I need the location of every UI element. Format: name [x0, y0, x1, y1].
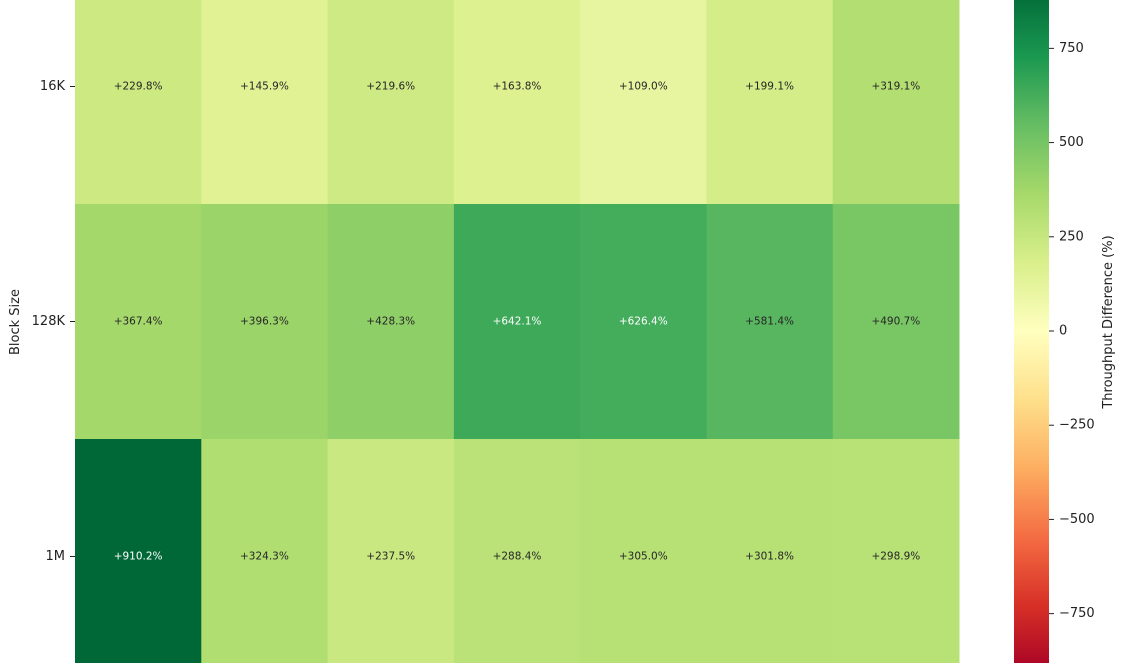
- heatmap-cell: [706, 0, 834, 205]
- cell-label: +229.8%: [114, 81, 163, 93]
- heatmap-cell: [327, 204, 455, 440]
- heatmap-cell: [75, 439, 202, 663]
- colorbar-ticks: 750 500 250 0 −250 −500 −750: [1049, 41, 1095, 621]
- colorbar-tick-label: 500: [1059, 135, 1084, 150]
- colorbar-tick-label: 750: [1059, 41, 1084, 56]
- cell-label: +145.9%: [240, 81, 289, 93]
- cell-label: +324.3%: [240, 551, 289, 563]
- cell-label: +396.3%: [240, 316, 289, 328]
- heatmap-cells: +229.8% +145.9% +219.6% +163.8% +109.0% +199.…: [75, 0, 960, 663]
- row-ticks: 16K 128K 1M: [32, 79, 75, 564]
- cell-label: +305.0%: [619, 551, 668, 563]
- row-tick-label: 1M: [46, 549, 66, 564]
- cell-label: +581.4%: [745, 316, 794, 328]
- colorbar-tick-label: 0: [1059, 324, 1067, 339]
- cell-label: +288.4%: [493, 551, 542, 563]
- row-tick-label: 16K: [40, 79, 66, 94]
- heatmap-cell: [201, 204, 329, 440]
- heatmap-cell: [580, 0, 707, 205]
- heatmap-cell: [706, 204, 834, 440]
- cell-label: +910.2%: [114, 551, 163, 563]
- heatmap-cell: [453, 204, 581, 440]
- cell-label: +301.8%: [745, 551, 794, 563]
- cell-label: +219.6%: [366, 81, 415, 93]
- heatmap-cell: [75, 204, 202, 440]
- cell-label: +298.9%: [871, 551, 920, 563]
- heatmap-cell: [706, 439, 834, 663]
- row-tick-label: 128K: [32, 314, 66, 329]
- cell-label: +428.3%: [366, 316, 415, 328]
- heatmap-cell: [453, 0, 581, 205]
- y-axis-title: Block Size: [8, 289, 23, 355]
- colorbar-tick-label: −750: [1059, 606, 1095, 621]
- colorbar-tick-label: −250: [1059, 418, 1095, 433]
- heatmap-cell: [580, 439, 707, 663]
- colorbar-gradient: [1014, 0, 1049, 663]
- cell-label: +642.1%: [493, 316, 542, 328]
- cell-label: +490.7%: [871, 316, 920, 328]
- cell-label: +237.5%: [366, 551, 415, 563]
- heatmap-cell: [832, 204, 960, 440]
- heatmap-cell: [327, 439, 455, 663]
- cell-label: +626.4%: [619, 316, 668, 328]
- cell-label: +199.1%: [745, 81, 794, 93]
- colorbar-label: Throughput Difference (%): [1101, 235, 1116, 409]
- heatmap-cell: [832, 0, 960, 205]
- cell-label: +163.8%: [493, 81, 542, 93]
- cell-label: +109.0%: [619, 81, 668, 93]
- heatmap-cell: [580, 204, 707, 440]
- cell-label: +367.4%: [114, 316, 163, 328]
- colorbar-tick-label: 250: [1059, 229, 1084, 244]
- cell-label: +319.1%: [871, 81, 920, 93]
- colorbar: [1014, 0, 1049, 663]
- heatmap-cell: [75, 0, 202, 205]
- heatmap-cell: [201, 0, 329, 205]
- heatmap-cell: [201, 439, 329, 663]
- heatmap-cell: [327, 0, 455, 205]
- heatmap-cell: [453, 439, 581, 663]
- colorbar-tick-label: −500: [1059, 512, 1095, 527]
- heatmap-cell: [832, 439, 960, 663]
